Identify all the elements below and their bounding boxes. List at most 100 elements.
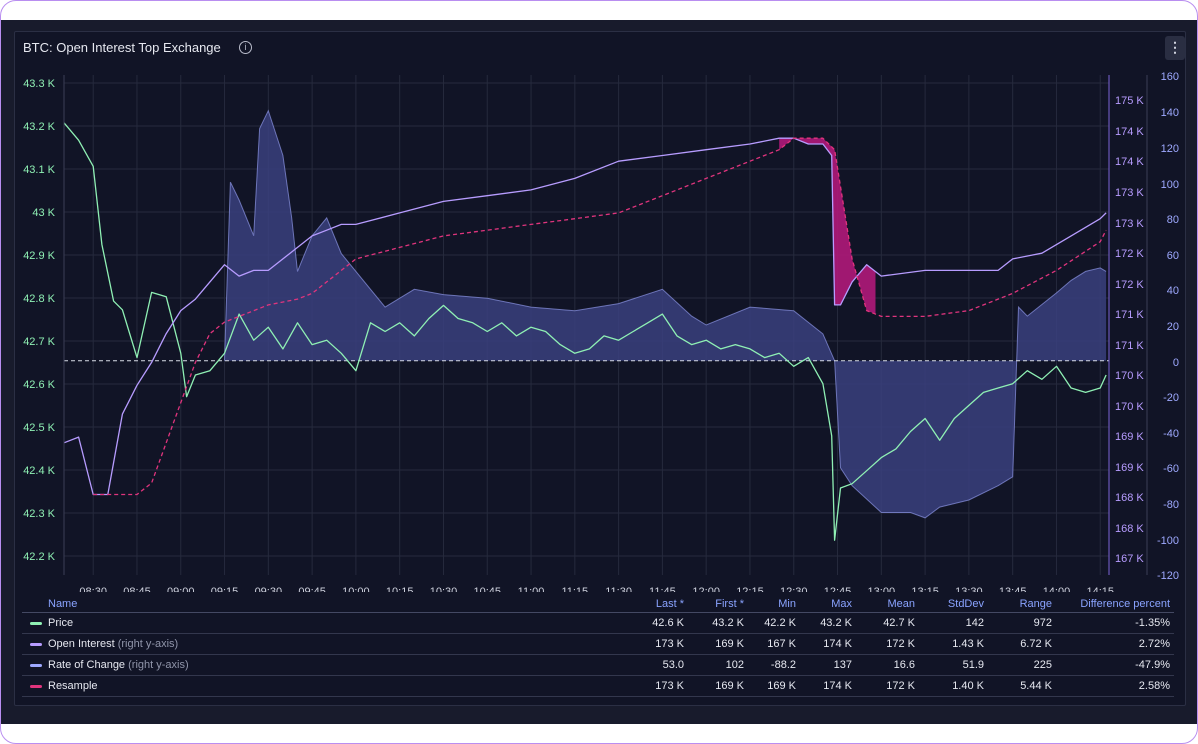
right-axis-oi-tick-label: 170 K [1115,401,1144,413]
right-axis-rate-tick-label: 20 [1167,321,1179,333]
panel-menu-button[interactable]: ⋮ [1165,36,1185,60]
x-axis-tick-label: 13:15 [911,586,939,592]
left-axis-tick-label: 42.3 K [23,508,55,520]
x-axis-tick-label: 11:30 [605,586,632,592]
col-header-min[interactable]: Min [778,598,796,610]
col-header-max[interactable]: Max [831,598,852,610]
left-axis-tick-label: 42.6 K [23,379,55,391]
cell-diff-percent: 2.72% [1138,638,1170,650]
x-axis-tick-label: 11:45 [649,586,676,592]
right-axis-rate-tick-label: 100 [1161,179,1179,191]
divergence-fill [779,138,876,315]
col-header-name[interactable]: Name [48,598,78,610]
cell-last: 173 K [655,680,684,692]
x-axis-tick-label: 11:15 [561,586,588,592]
col-header-diff-percent[interactable]: Difference percent [1080,598,1170,610]
left-axis-tick-label: 43.1 K [23,164,55,176]
right-axis-rate-tick-label: 140 [1161,107,1179,119]
cell-min: 169 K [767,680,796,692]
right-axis-rate-tick-label: 160 [1161,71,1179,83]
col-header-mean[interactable]: Mean [887,598,915,610]
series-color-swatch [30,622,42,625]
left-axis-tick-label: 43.3 K [23,78,55,90]
resample-line [93,137,1107,496]
left-axis-tick-label: 42.9 K [23,250,55,262]
col-header-last[interactable]: Last * [655,598,684,610]
legend-row-open-interest[interactable]: Open Interest (right y-axis) 173 K 169 K… [22,634,1174,655]
left-axis-tick-label: 43 K [32,207,55,219]
legend-row-rate-of-change[interactable]: Rate of Change (right y-axis) 53.0 102 -… [22,655,1174,676]
x-axis-tick-label: 12:15 [736,586,764,592]
series-color-swatch [30,685,42,688]
col-header-first[interactable]: First * [715,598,744,610]
cell-max: 174 K [823,638,852,650]
right-axis-oi-tick-label: 173 K [1115,187,1144,199]
cell-min: 167 K [767,638,796,650]
left-axis-tick-label: 42.7 K [23,336,55,348]
cell-last: 42.6 K [652,617,684,629]
x-axis-tick-label: 10:30 [430,586,458,592]
x-axis-tick-label: 10:00 [342,586,370,592]
series-name: Open Interest [48,638,115,650]
right-axis-rate-tick-label: -60 [1163,463,1179,475]
cell-stddev: 51.9 [962,659,984,671]
cell-diff-percent: -1.35% [1135,617,1170,629]
chart-panel: BTC: Open Interest Top Exchange i ⋮ 43.3… [14,31,1186,706]
legend-row-resample[interactable]: Resample 173 K 169 K 169 K 174 K 172 K 1… [22,676,1174,697]
cell-max: 43.2 K [820,617,852,629]
right-axis-rate-tick-label: -80 [1163,499,1179,511]
x-axis-tick-label: 08:30 [79,586,107,592]
cell-stddev: 142 [965,617,984,629]
cell-diff-percent: -47.9% [1135,659,1170,671]
left-axis-tick-label: 42.4 K [23,465,55,477]
legend-table: Name Last * First * Min Max Mean StdDev … [22,595,1174,697]
left-axis-tick-label: 42.2 K [23,551,55,563]
cell-range: 6.72 K [1020,638,1052,650]
x-axis-tick-label: 13:00 [868,586,896,592]
col-header-range[interactable]: Range [1019,598,1052,610]
right-axis-oi-tick-label: 175 K [1115,95,1144,107]
cell-diff-percent: 2.58% [1138,680,1170,692]
x-axis-tick-label: 12:30 [780,586,808,592]
open-interest-line [63,137,1107,496]
right-axis-oi-tick-label: 168 K [1115,523,1144,535]
x-axis-tick-label: 10:45 [473,586,501,592]
right-axis-rate-tick-label: -20 [1163,392,1179,404]
x-axis-tick-label: 09:15 [211,586,239,592]
cell-stddev: 1.40 K [952,680,984,692]
info-circle-icon[interactable]: i [239,41,252,54]
left-axis-tick-label: 42.5 K [23,422,55,434]
cell-min: -88.2 [770,659,796,671]
cell-mean: 42.7 K [883,617,915,629]
cell-range: 225 [1033,659,1052,671]
series-name: Resample [48,680,98,692]
legend-table-header: Name Last * First * Min Max Mean StdDev … [22,595,1174,613]
legend-row-price[interactable]: Price 42.6 K 43.2 K 42.2 K 43.2 K 42.7 K… [22,613,1174,634]
chart-canvas[interactable]: 43.3 K 43.2 K 43.1 K 43 K 42.9 K 42.8 K 42.7 K… [15,32,1185,592]
cell-first: 169 K [715,680,744,692]
x-axis-tick-label: 12:00 [692,586,720,592]
rate-of-change-area [224,110,1107,518]
cell-mean: 172 K [886,680,915,692]
col-header-stddev[interactable]: StdDev [947,598,984,610]
price-line [63,122,1107,541]
x-axis-tick-label: 10:15 [386,586,414,592]
x-axis-tick-label: 13:45 [999,586,1027,592]
axis-suffix: (right y-axis) [117,638,179,650]
left-axis-tick-label: 43.2 K [23,121,55,133]
right-axis-oi-tick-label: 171 K [1115,309,1144,321]
cell-mean: 16.6 [893,659,915,671]
right-axis-oi-tick-label: 172 K [1115,248,1144,260]
x-axis-tick-label: 08:45 [123,586,151,592]
x-axis-tick-label: 09:45 [298,586,326,592]
x-axis-tick-label: 14:00 [1043,586,1071,592]
cell-first: 43.2 K [712,617,744,629]
series-color-swatch [30,664,42,667]
right-axis-oi-tick-label: 174 K [1115,156,1144,168]
cell-range: 5.44 K [1020,680,1052,692]
cell-first: 102 [725,659,744,671]
right-axis-rate-tick-label: 0 [1173,357,1179,369]
cell-last: 173 K [655,638,684,650]
cell-max: 174 K [823,680,852,692]
x-axis-tick-label: 12:45 [824,586,852,592]
